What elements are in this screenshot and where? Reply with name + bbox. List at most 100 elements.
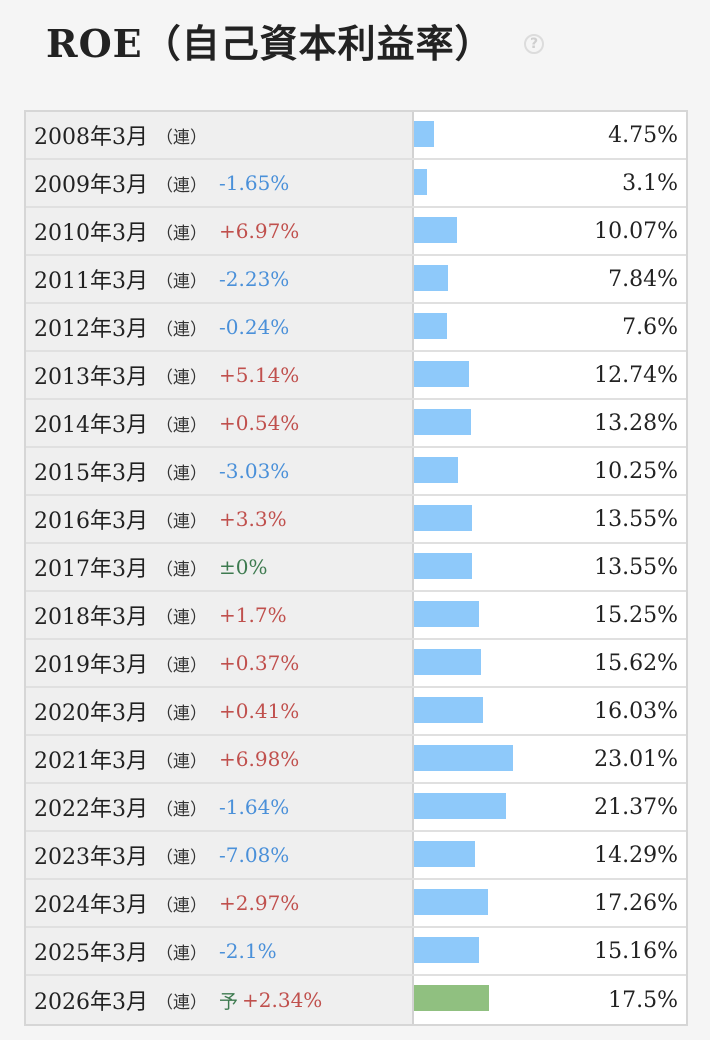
period-cell: 2023年3月 （連） -7.08% [26,832,414,878]
table-row: 2010年3月 （連） +6.97% 10.07% [26,208,686,256]
change-label: +6.97% [219,219,300,243]
consolidated-tag: （連） [156,367,207,388]
change-label: +0.54% [219,411,300,435]
period-cell: 2015年3月 （連） -3.03% [26,448,414,494]
change-label: -7.08% [219,843,290,867]
period-label: 2008年3月 [34,125,148,150]
value-label: 16.03% [594,698,678,724]
period-label: 2022年3月 [34,797,148,822]
roe-bar [414,649,481,675]
table-row: 2022年3月 （連） -1.64% 21.37% [26,784,686,832]
value-label: 17.26% [594,890,678,916]
period-cell: 2017年3月 （連） ±0% [26,544,414,590]
table-row: 2026年3月 （連） 予 +2.34% 17.5% [26,976,686,1024]
title-row: ROE（自己資本利益率） [46,12,494,68]
roe-bar [414,841,475,867]
period-label: 2020年3月 [34,701,148,726]
period-cell: 2025年3月 （連） -2.1% [26,928,414,974]
bar-cell [414,496,564,542]
period-label: 2015年3月 [34,461,148,486]
table-row: 2014年3月 （連） +0.54% 13.28% [26,400,686,448]
period-cell: 2022年3月 （連） -1.64% [26,784,414,830]
consolidated-tag: （連） [156,175,207,196]
bar-cell [414,160,564,206]
period-label: 2014年3月 [34,413,148,438]
consolidated-tag: （連） [156,799,207,820]
roe-bar [414,409,471,435]
change-label: -2.1% [219,939,277,963]
change-label: -2.23% [219,267,290,291]
table-row: 2009年3月 （連） -1.65% 3.1% [26,160,686,208]
help-icon[interactable]: ? [524,34,544,54]
consolidated-tag: （連） [156,511,207,532]
consolidated-tag: （連） [156,847,207,868]
value-label: 23.01% [594,746,678,772]
bar-cell [414,832,564,878]
bar-cell [414,112,564,158]
period-label: 2025年3月 [34,941,148,966]
value-label: 17.5% [608,987,678,1013]
table-row: 2012年3月 （連） -0.24% 7.6% [26,304,686,352]
bar-cell [414,592,564,638]
consolidated-tag: （連） [156,415,207,436]
roe-bar [414,505,472,531]
period-label: 2023年3月 [34,845,148,870]
consolidated-tag: （連） [156,751,207,772]
period-label: 2009年3月 [34,173,148,198]
value-label: 15.62% [594,650,678,676]
period-cell: 2008年3月 （連） [26,112,414,158]
period-label: 2013年3月 [34,365,148,390]
roe-bar [414,889,488,915]
period-label: 2010年3月 [34,221,148,246]
period-cell: 2010年3月 （連） +6.97% [26,208,414,254]
change-label: -3.03% [219,459,290,483]
value-label: 3.1% [622,170,678,196]
roe-bar [414,937,479,963]
period-cell: 2013年3月 （連） +5.14% [26,352,414,398]
roe-table: 2008年3月 （連） 4.75% 2009年3月 （連） -1.65% 3.1% 2010年… [24,110,688,1026]
bar-cell [414,208,564,254]
roe-bar [414,793,506,819]
change-label: -1.65% [219,171,290,195]
roe-bar [414,169,427,195]
value-label: 10.07% [594,218,678,244]
value-label: 10.25% [594,458,678,484]
change-label: -1.64% [219,795,290,819]
period-cell: 2012年3月 （連） -0.24% [26,304,414,350]
period-cell: 2019年3月 （連） +0.37% [26,640,414,686]
value-label: 15.16% [594,938,678,964]
consolidated-tag: （連） [156,607,207,628]
period-label: 2012年3月 [34,317,148,342]
value-label: 14.29% [594,842,678,868]
bar-cell [414,976,564,1024]
roe-bar [414,697,483,723]
period-cell: 2009年3月 （連） -1.65% [26,160,414,206]
roe-bar [414,361,469,387]
table-row: 2013年3月 （連） +5.14% 12.74% [26,352,686,400]
table-row: 2016年3月 （連） +3.3% 13.55% [26,496,686,544]
value-label: 21.37% [594,794,678,820]
value-label: 13.28% [594,410,678,436]
consolidated-tag: （連） [156,319,207,340]
value-label: 13.55% [594,506,678,532]
value-label: 12.74% [594,362,678,388]
bar-cell [414,256,564,302]
period-cell: 2014年3月 （連） +0.54% [26,400,414,446]
change-label: +0.37% [219,651,300,675]
roe-bar [414,265,448,291]
consolidated-tag: （連） [156,943,207,964]
change-label: +2.97% [219,891,300,915]
period-label: 2018年3月 [34,605,148,630]
change-label: ±0% [219,555,268,579]
consolidated-tag: （連） [156,559,207,580]
period-cell: 2026年3月 （連） 予 +2.34% [26,976,414,1024]
table-row: 2023年3月 （連） -7.08% 14.29% [26,832,686,880]
bar-cell [414,688,564,734]
period-cell: 2024年3月 （連） +2.97% [26,880,414,926]
change-label: +0.41% [219,699,300,723]
table-row: 2025年3月 （連） -2.1% 15.16% [26,928,686,976]
roe-bar [414,313,447,339]
change-label: +1.7% [219,603,287,627]
value-label: 4.75% [608,122,678,148]
period-cell: 2011年3月 （連） -2.23% [26,256,414,302]
